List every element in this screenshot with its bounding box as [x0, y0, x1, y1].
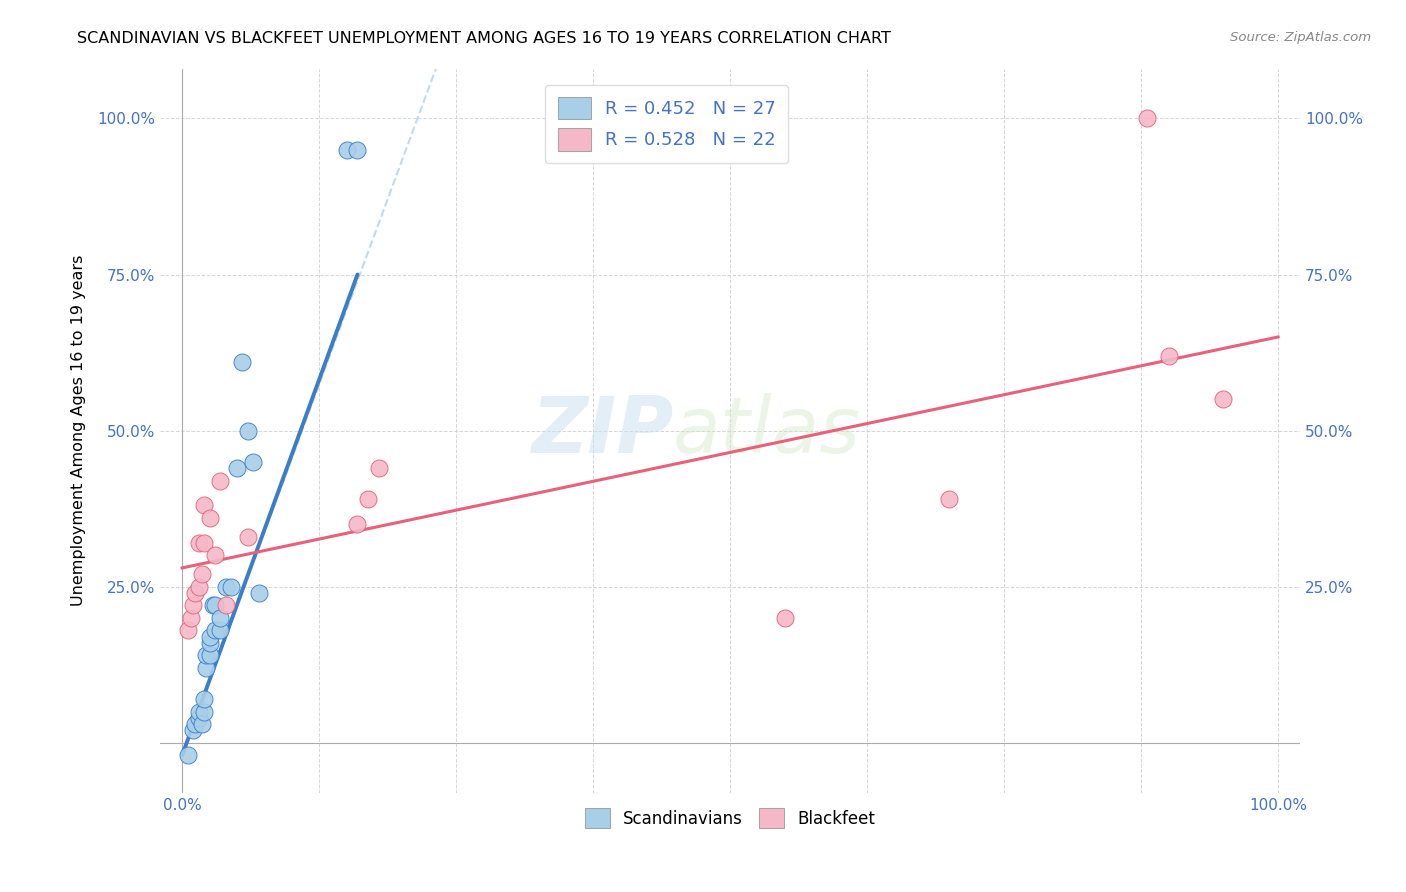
Point — [181, 599, 204, 613]
Point — [176, 748, 198, 763]
Point — [198, 648, 221, 663]
Point — [346, 143, 368, 157]
Point — [184, 586, 207, 600]
Point — [226, 461, 249, 475]
Point — [209, 611, 232, 625]
Point — [198, 630, 221, 644]
Point — [335, 143, 357, 157]
Y-axis label: Unemployment Among Ages 16 to 19 years: Unemployment Among Ages 16 to 19 years — [72, 255, 86, 607]
Point — [1135, 112, 1157, 126]
Text: Source: ZipAtlas.com: Source: ZipAtlas.com — [1230, 31, 1371, 45]
Point — [209, 624, 232, 638]
Point — [193, 705, 215, 719]
Point — [204, 549, 226, 563]
Point — [1212, 392, 1234, 407]
Point — [231, 355, 253, 369]
Point — [191, 567, 214, 582]
Point — [938, 492, 960, 507]
Point — [184, 717, 207, 731]
Point — [236, 424, 259, 438]
Point — [193, 499, 215, 513]
Point — [773, 611, 796, 625]
Point — [198, 511, 221, 525]
Point — [187, 536, 209, 550]
Point — [187, 711, 209, 725]
Point — [215, 580, 238, 594]
Point — [193, 536, 215, 550]
Point — [180, 611, 202, 625]
Point — [209, 474, 232, 488]
Point — [204, 624, 226, 638]
Legend: Scandinavians, Blackfeet: Scandinavians, Blackfeet — [578, 801, 883, 835]
Text: ZIP: ZIP — [531, 392, 673, 468]
Point — [346, 517, 368, 532]
Point — [221, 580, 243, 594]
Point — [247, 586, 270, 600]
Point — [368, 461, 391, 475]
Point — [195, 661, 218, 675]
Point — [195, 648, 218, 663]
Point — [242, 455, 264, 469]
Point — [187, 580, 209, 594]
Point — [198, 636, 221, 650]
Text: SCANDINAVIAN VS BLACKFEET UNEMPLOYMENT AMONG AGES 16 TO 19 YEARS CORRELATION CHA: SCANDINAVIAN VS BLACKFEET UNEMPLOYMENT A… — [77, 31, 891, 46]
Point — [181, 723, 204, 738]
Point — [204, 599, 226, 613]
Point — [201, 599, 224, 613]
Point — [193, 692, 215, 706]
Point — [191, 717, 214, 731]
Point — [187, 705, 209, 719]
Point — [176, 624, 198, 638]
Point — [1157, 349, 1180, 363]
Text: atlas: atlas — [673, 392, 860, 468]
Point — [215, 599, 238, 613]
Point — [236, 530, 259, 544]
Point — [357, 492, 380, 507]
